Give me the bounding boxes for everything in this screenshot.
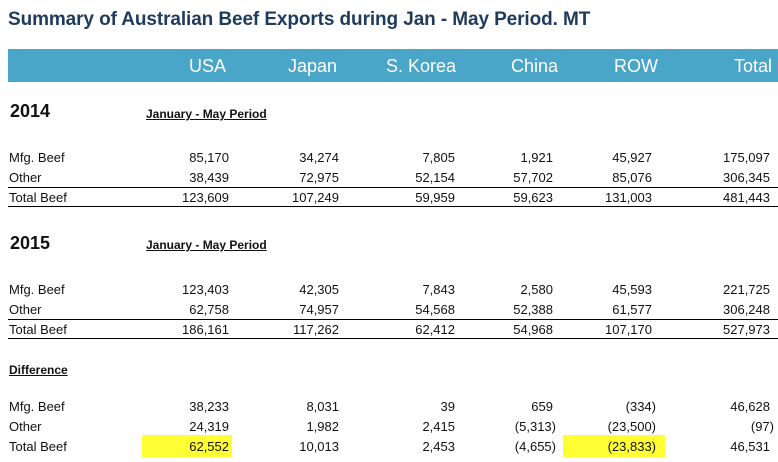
cell-row: 107,170	[605, 322, 652, 337]
cell-japan: 42,305	[299, 282, 339, 297]
cell-row: 85,076	[612, 170, 652, 185]
row-label: Mfg. Beef	[9, 282, 65, 297]
period-label-2015: January - May Period	[146, 238, 267, 252]
cell-japan: 34,274	[299, 150, 339, 165]
cell-total: 306,345	[723, 170, 770, 185]
cell-skorea: 52,154	[415, 170, 455, 185]
total-divider	[8, 206, 778, 207]
section-heading-2014: 2014	[10, 101, 51, 121]
cell-japan: 74,957	[299, 302, 339, 317]
cell-skorea: 54,568	[415, 302, 455, 317]
highlight-usa	[142, 435, 232, 457]
row-label: Mfg. Beef	[9, 399, 65, 414]
section-heading-difference: Difference	[9, 363, 68, 377]
cell-skorea: 7,843	[422, 282, 455, 297]
table-row: Total Beef 123,609 107,249 59,959 59,623…	[0, 188, 778, 207]
highlight-row	[563, 435, 665, 457]
subtotal-divider	[8, 187, 778, 188]
cell-skorea: 59,959	[415, 190, 455, 205]
cell-skorea: 7,805	[422, 150, 455, 165]
cell-japan: 117,262	[292, 322, 339, 337]
cell-china: 52,388	[513, 302, 553, 317]
row-label: Other	[9, 170, 42, 185]
cell-japan: 72,975	[299, 170, 339, 185]
cell-row: (23,833)	[607, 439, 656, 454]
table-row: Total Beef 62,552 10,013 2,453 (4,655) (…	[0, 435, 778, 457]
row-label: Total Beef	[9, 322, 67, 337]
col-header-skorea: S. Korea	[385, 56, 456, 76]
col-header-usa: USA	[188, 56, 226, 76]
cell-usa: 62,552	[189, 439, 229, 454]
cell-row: (23,500)	[607, 419, 656, 434]
cell-japan: 107,249	[292, 190, 339, 205]
cell-total: 46,628	[730, 399, 770, 414]
cell-china: 54,968	[513, 322, 553, 337]
cell-total: 46,531	[730, 439, 770, 454]
cell-china: (4,655)	[514, 439, 556, 454]
col-header-row: ROW	[614, 56, 658, 76]
cell-row: 45,927	[612, 150, 652, 165]
table-row: Other 38,439 72,975 52,154 57,702 85,076…	[0, 168, 778, 187]
cell-total: 481,443	[723, 190, 770, 205]
cell-china: 2,580	[520, 282, 553, 297]
row-label: Total Beef	[9, 190, 67, 205]
cell-skorea: 39	[440, 399, 455, 414]
cell-row: 45,593	[612, 282, 652, 297]
cell-japan: 8,031	[306, 399, 339, 414]
cell-usa: 123,609	[182, 190, 229, 205]
cell-china: 57,702	[513, 170, 553, 185]
cell-usa: 123,403	[182, 282, 229, 297]
cell-china: 659	[531, 399, 553, 414]
table-row: Other 62,758 74,957 54,568 52,388 61,577…	[0, 300, 778, 319]
col-header-total: Total	[733, 56, 772, 76]
cell-china: 59,623	[513, 190, 553, 205]
cell-japan: 10,013	[299, 439, 339, 454]
cell-total: 221,725	[723, 282, 770, 297]
table-row: Mfg. Beef 85,170 34,274 7,805 1,921 45,9…	[0, 148, 778, 167]
row-label: Mfg. Beef	[9, 150, 65, 165]
row-label: Other	[9, 302, 42, 317]
row-label: Other	[9, 419, 42, 434]
table-row: Mfg. Beef 38,233 8,031 39 659 (334) 46,6…	[0, 397, 778, 416]
column-header-band: USA Japan S. Korea China ROW Total	[8, 49, 778, 82]
cell-skorea: 2,415	[422, 419, 455, 434]
cell-japan: 1,982	[306, 419, 339, 434]
cell-usa: 38,439	[189, 170, 229, 185]
cell-skorea: 2,453	[422, 439, 455, 454]
cell-row: 131,003	[605, 190, 652, 205]
cell-row: (334)	[625, 399, 656, 414]
period-label-2014: January - May Period	[146, 107, 267, 121]
cell-total: 175,097	[723, 150, 770, 165]
cell-usa: 24,319	[189, 419, 229, 434]
cell-china: (5,313)	[514, 419, 556, 434]
table-row: Total Beef 186,161 117,262 62,412 54,968…	[0, 320, 778, 339]
section-heading-2015: 2015	[10, 233, 51, 253]
cell-usa: 62,758	[189, 302, 229, 317]
cell-usa: 186,161	[182, 322, 229, 337]
cell-row: 61,577	[612, 302, 652, 317]
cell-total: 306,248	[723, 302, 770, 317]
table-row: Mfg. Beef 123,403 42,305 7,843 2,580 45,…	[0, 280, 778, 299]
cell-total: 527,973	[723, 322, 770, 337]
col-header-japan: Japan	[287, 56, 337, 76]
row-label: Total Beef	[9, 439, 67, 454]
subtotal-divider	[8, 319, 778, 320]
cell-china: 1,921	[520, 150, 553, 165]
table-title: Summary of Australian Beef Exports durin…	[8, 9, 591, 30]
cell-skorea: 62,412	[415, 322, 455, 337]
table-row: Other 24,319 1,982 2,415 (5,313) (23,500…	[0, 417, 778, 436]
col-header-china: China	[510, 56, 558, 76]
total-divider	[8, 338, 778, 339]
cell-usa: 85,170	[189, 150, 229, 165]
cell-usa: 38,233	[189, 399, 229, 414]
cell-total: (97)	[750, 419, 774, 434]
